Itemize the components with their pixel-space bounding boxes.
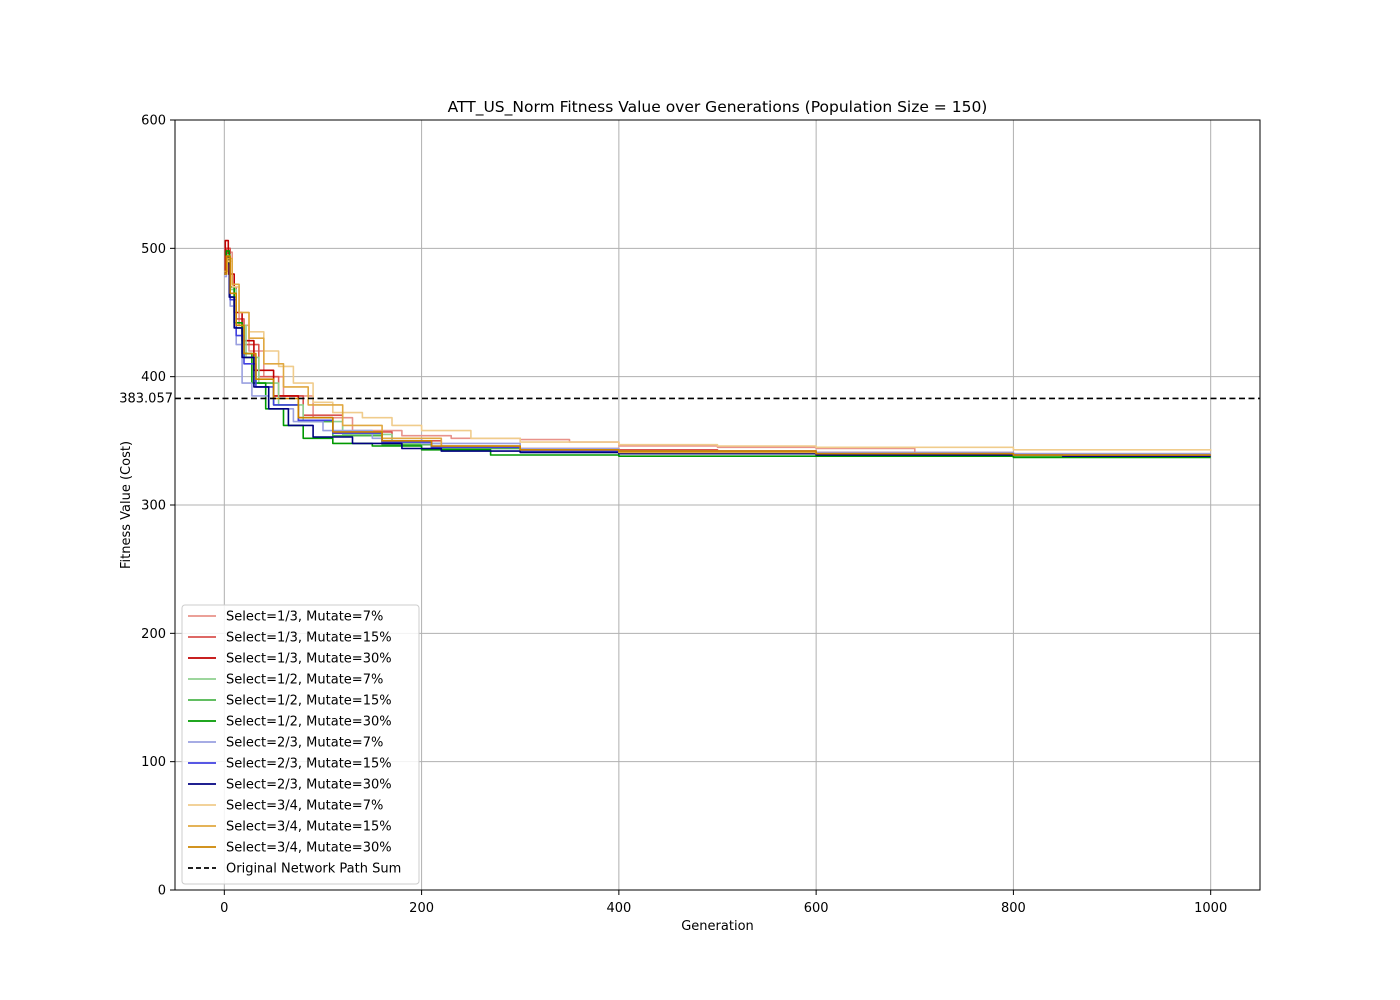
legend-entry-label: Select=1/3, Mutate=7% [226, 610, 383, 625]
legend-entry-label: Select=1/3, Mutate=30% [226, 652, 392, 667]
y-tick-label: 100 [141, 755, 166, 770]
legend-entry-label: Select=1/2, Mutate=30% [226, 715, 392, 730]
y-axis-label: Fitness Value (Cost) [119, 441, 134, 569]
reference-line-label: 383.057 [119, 391, 173, 406]
legend-entry-label: Select=1/2, Mutate=15% [226, 694, 392, 709]
series-line-12 [224, 255, 1211, 456]
legend-entry-label: Select=3/4, Mutate=15% [226, 820, 392, 835]
axis-ticks: 0 200 400 600 800 1000 0 100 200 300 400 500 600 [141, 114, 1227, 917]
reference-line-group: 383.057 [119, 391, 1260, 406]
y-tick-label: 200 [141, 627, 166, 642]
x-axis-label: Generation [681, 919, 754, 934]
series-line-9 [224, 262, 1211, 457]
legend-entry-label: Select=2/3, Mutate=15% [226, 757, 392, 772]
series-line-11 [224, 257, 1211, 456]
y-tick-label: 500 [141, 242, 166, 257]
chart-title: ATT_US_Norm Fitness Value over Generatio… [448, 98, 988, 117]
legend-entry-label: Select=1/3, Mutate=15% [226, 631, 392, 646]
x-tick-label: 0 [220, 901, 228, 916]
y-tick-label: 400 [141, 370, 166, 385]
y-tick-label: 0 [158, 884, 166, 899]
x-tick-label: 1000 [1194, 901, 1227, 916]
legend-box [181, 604, 420, 885]
legend-entry-label: Select=1/2, Mutate=7% [226, 673, 383, 688]
x-tick-label: 400 [606, 901, 631, 916]
series-lines [224, 239, 1212, 459]
x-tick-label: 200 [409, 901, 434, 916]
x-tick-label: 800 [1001, 901, 1026, 916]
legend-entry-label: Original Network Path Sum [226, 862, 401, 877]
x-tick-label: 600 [804, 901, 829, 916]
legend-entry-label: Select=2/3, Mutate=7% [226, 736, 383, 751]
legend-entry-label: Select=3/4, Mutate=30% [226, 841, 392, 856]
y-tick-label: 300 [141, 499, 166, 514]
legend-entry-label: Select=2/3, Mutate=30% [226, 778, 392, 793]
legend: Select=1/3, Mutate=7% Select=1/3, Mutate=… [181, 604, 420, 885]
y-tick-label: 600 [141, 114, 166, 129]
legend-entry-label: Select=3/4, Mutate=7% [226, 799, 383, 814]
